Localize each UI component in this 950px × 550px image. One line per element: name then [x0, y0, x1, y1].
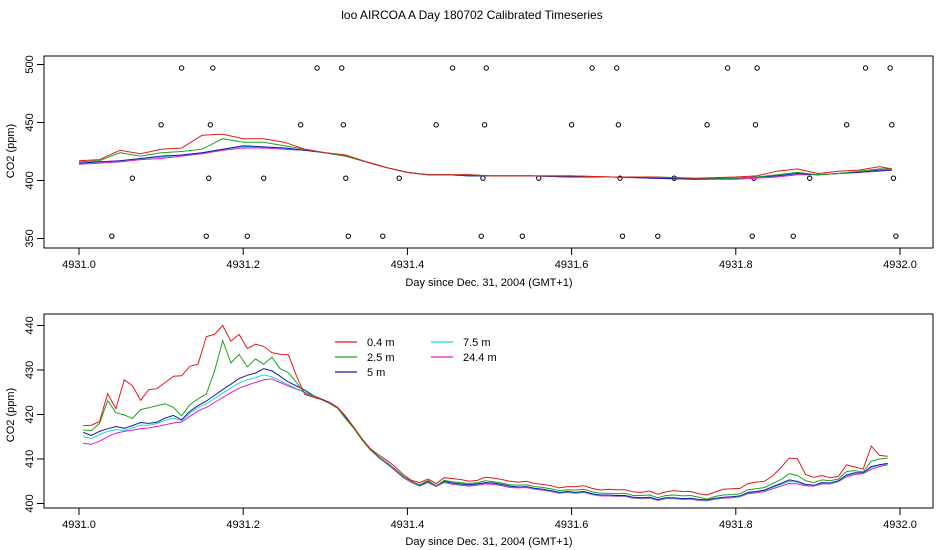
y-tick-label: 440	[24, 316, 36, 334]
scatter-point	[893, 233, 899, 239]
series-line-0-4-m	[83, 324, 888, 496]
scatter-point	[478, 233, 484, 239]
x-tick-label: 4931.8	[719, 259, 753, 271]
plot-frame	[43, 55, 934, 249]
scatter-point	[862, 65, 869, 71]
scatter-point	[615, 122, 622, 128]
scatter-point	[704, 122, 710, 128]
y-tick-label: 430	[24, 361, 36, 379]
scatter-point	[210, 65, 216, 71]
x-tick-label: 4931.0	[62, 519, 96, 531]
y-tick-label: 500	[24, 55, 36, 73]
bottom-xlabel: Day since Dec. 31, 2004 (GMT+1)	[405, 536, 572, 548]
x-tick-label: 4931.2	[226, 519, 260, 531]
x-tick-label: 4932.0	[883, 519, 917, 531]
scatter-point	[129, 175, 136, 181]
scatter-point	[109, 233, 115, 239]
scatter-point	[340, 122, 347, 128]
scatter-point	[433, 122, 439, 128]
x-tick-label: 4931.2	[226, 259, 260, 271]
scatter-point	[619, 233, 626, 239]
scatter-point	[752, 122, 759, 128]
scatter-point	[671, 175, 677, 181]
scatter-point	[724, 65, 731, 71]
legend-label: 5 m	[367, 367, 385, 379]
series-line-7-5-m	[78, 146, 892, 180]
plot-frame	[43, 313, 934, 509]
legend-label: 2.5 m	[367, 352, 395, 364]
x-tick-label: 4931.6	[555, 259, 589, 271]
series-line-2-5-m	[78, 138, 892, 179]
x-tick-label: 4931.4	[391, 259, 425, 271]
scatter-point	[178, 65, 185, 71]
scatter-point	[754, 65, 760, 71]
bottom-ylabel: CO2 (ppm)	[5, 388, 17, 442]
scatter-point	[589, 65, 595, 71]
y-tick-label: 450	[24, 113, 36, 131]
scatter-point	[568, 122, 575, 128]
scatter-point	[483, 65, 489, 71]
chart-title: loo AIRCOA A Day 180702 Calibrated Times…	[341, 8, 602, 22]
scatter-point	[790, 233, 796, 239]
legend: 0.4 m 2.5 m 5 m 7.5 m 24.4 m	[335, 337, 497, 379]
scatter-point	[481, 122, 488, 128]
scatter-point	[206, 175, 212, 181]
series-line-5-m	[78, 145, 892, 180]
scatter-point	[244, 233, 251, 239]
x-tick-label: 4931.6	[555, 519, 589, 531]
scatter-point	[614, 65, 620, 71]
series-line-7-5-m	[82, 374, 888, 501]
legend-label: 0.4 m	[367, 337, 395, 349]
y-tick-label: 410	[24, 450, 36, 468]
scatter-point	[207, 122, 214, 128]
scatter-point	[449, 65, 456, 71]
legend-label: 7.5 m	[463, 337, 491, 349]
scatter-point	[887, 65, 893, 71]
x-tick-label: 4932.0	[883, 259, 917, 271]
scatter-point	[655, 233, 661, 239]
scatter-point	[343, 175, 349, 181]
scatter-point	[806, 175, 813, 181]
top-panel: CO2 (ppm) Day since Dec. 31, 2004 (GMT+1…	[5, 55, 934, 289]
scatter-point	[261, 175, 267, 181]
scatter-point	[203, 233, 209, 239]
series-line-24-4-m	[83, 378, 888, 502]
scatter-point	[396, 175, 402, 181]
y-tick-label: 400	[24, 494, 36, 512]
scatter-point	[617, 175, 623, 181]
series-line-2-5-m	[83, 338, 888, 500]
bottom-panel: CO2 (ppm) Day since Dec. 31, 2004 (GMT+1…	[5, 313, 934, 548]
x-tick-label: 4931.4	[391, 519, 425, 531]
scatter-point	[314, 65, 320, 71]
scatter-point	[889, 122, 895, 128]
top-xlabel: Day since Dec. 31, 2004 (GMT+1)	[405, 277, 572, 289]
scatter-point	[843, 122, 850, 128]
y-tick-label: 350	[24, 229, 36, 247]
scatter-point	[890, 175, 897, 181]
scatter-point	[158, 122, 164, 128]
scatter-point	[345, 233, 351, 239]
scatter-point	[749, 233, 755, 239]
x-tick-label: 4931.8	[719, 519, 753, 531]
scatter-point	[297, 122, 304, 128]
top-ylabel: CO2 (ppm)	[5, 124, 17, 178]
scatter-point	[339, 65, 345, 71]
scatter-point	[480, 175, 486, 181]
y-tick-label: 420	[24, 405, 36, 423]
legend-label: 24.4 m	[463, 352, 497, 364]
x-tick-label: 4931.0	[62, 259, 96, 271]
scatter-point	[380, 233, 386, 239]
series-line-0-4-m	[78, 133, 892, 179]
series-line-5-m	[82, 368, 888, 501]
y-tick-label: 400	[24, 171, 36, 189]
scatter-point	[519, 233, 526, 239]
